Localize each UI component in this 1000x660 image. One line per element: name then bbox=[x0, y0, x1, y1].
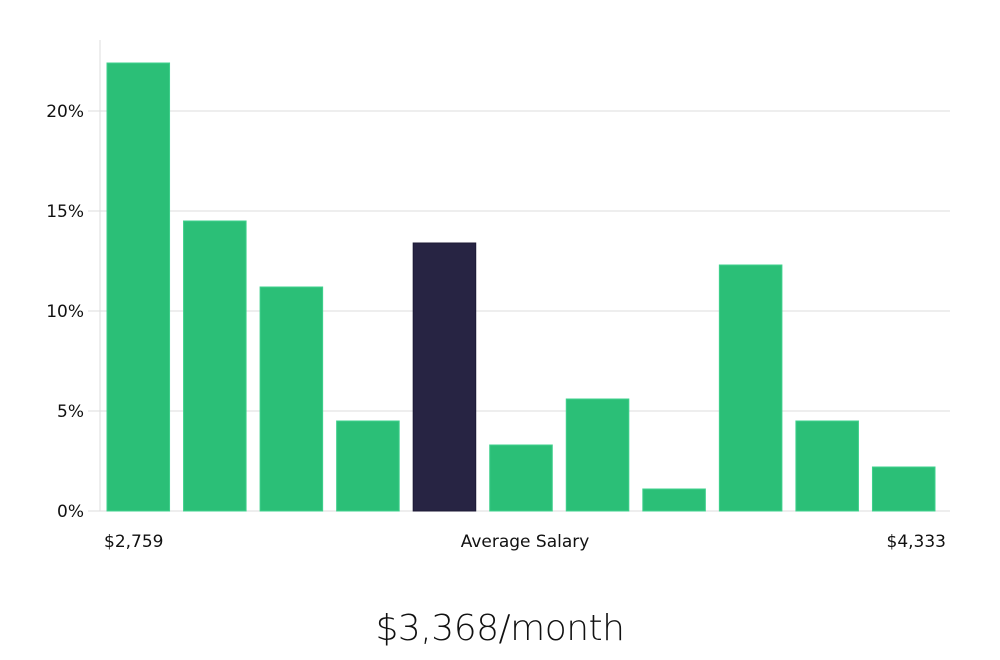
bar bbox=[565, 398, 630, 512]
bar bbox=[489, 444, 553, 512]
bar bbox=[795, 420, 859, 512]
x-min-label: $2,759 bbox=[104, 532, 163, 552]
y-tick-label: 15% bbox=[46, 202, 84, 222]
x-axis-label: Average Salary bbox=[461, 532, 590, 552]
bar bbox=[642, 488, 706, 512]
bar bbox=[871, 466, 936, 512]
bar bbox=[336, 420, 400, 512]
bar-average-salary bbox=[412, 242, 477, 512]
salary-histogram: 0% 5% 10% 15% 20% $2,759 Average Salary $4,3… bbox=[46, 40, 950, 552]
x-max-label: $4,333 bbox=[887, 532, 946, 552]
bar bbox=[183, 220, 247, 512]
y-tick-label: 10% bbox=[46, 302, 84, 322]
y-tick-label: 0% bbox=[57, 502, 84, 522]
average-salary-headline: $3,368/month bbox=[375, 608, 625, 649]
bar bbox=[259, 286, 324, 512]
y-tick-label: 5% bbox=[57, 402, 84, 422]
bar bbox=[718, 264, 783, 512]
bar bbox=[106, 62, 171, 512]
y-tick-label: 20% bbox=[46, 102, 84, 122]
